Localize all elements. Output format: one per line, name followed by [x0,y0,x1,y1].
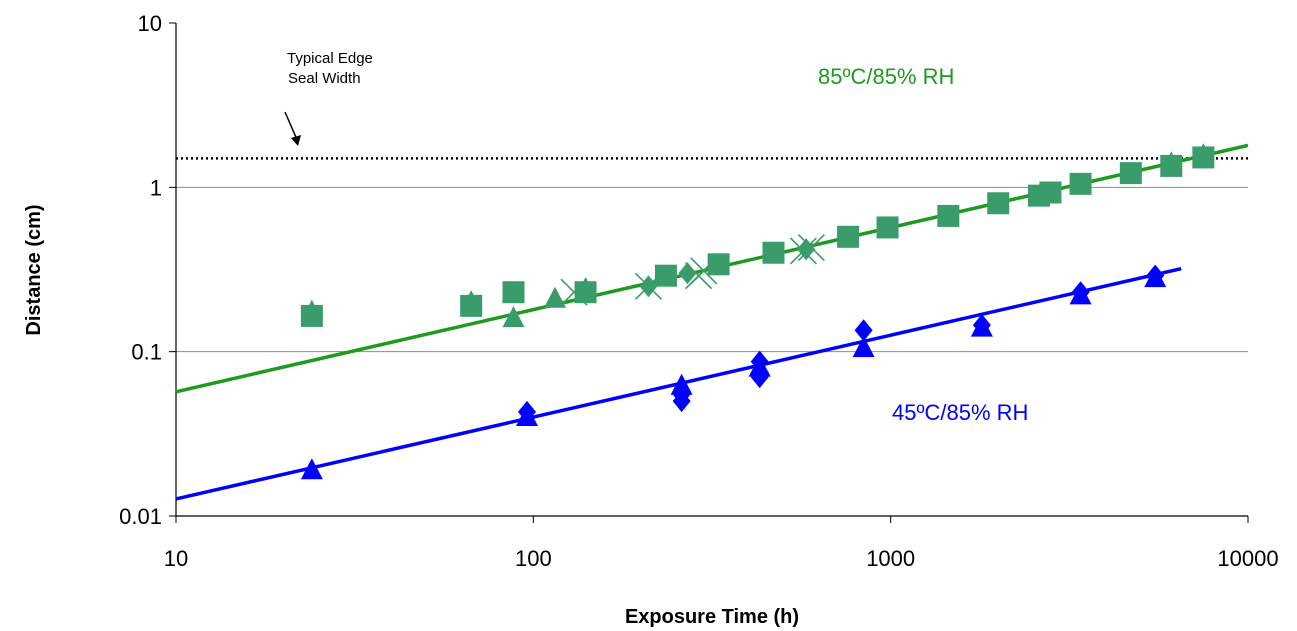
point-85c-x [560,278,588,306]
x-axis-title: Exposure Time (h) [625,606,799,628]
fit-lines [175,143,1249,501]
reference-label-line1: Typical Edge [287,50,373,67]
y-tick-label: 10 [138,11,162,36]
point-85c-square [876,216,899,239]
point-85c-square [1039,181,1062,204]
point-85c-triangle [574,277,597,299]
point-85c-square [937,204,960,227]
data-points [300,143,1215,480]
y-tick-label: 0.1 [131,340,162,365]
point-85c-triangle [1192,143,1215,165]
point-85c-square [707,253,730,276]
point-85c-triangle [460,290,483,312]
point-45c-triangle [852,336,875,358]
point-45c-triangle [300,458,323,480]
annotations: Typical Edge Seal Width 85ºC/85% RH 45ºC… [284,50,1028,425]
point-85c-square [1119,162,1142,185]
point-85c-diamond [639,275,658,298]
x-tick-label: 100 [515,546,552,571]
y-tick-label: 0.01 [119,504,162,529]
point-85c-diamond [797,238,816,261]
point-85c-triangle [1160,151,1183,173]
reference-label-line2: Seal Width [288,70,361,87]
point-45c-triangle [970,315,993,337]
y-axis-title: Distance (cm) [23,204,45,335]
point-85c-triangle [300,299,323,321]
point-45c-triangle [748,355,771,377]
x-tick-label: 10000 [1217,546,1278,571]
point-85c-square [762,241,785,264]
x-tick-label: 10 [164,546,188,571]
point-45c-diamond [854,319,873,342]
tick-labels: 0.01 0.1 1 10 10 100 1000 10000 [119,11,1278,571]
point-85c-diamond [678,262,697,285]
point-45c-triangle [515,405,538,427]
point-85c-square [987,192,1010,215]
point-85c-square [654,264,677,287]
reference-arrow [284,111,301,146]
annotation-85c: 85ºC/85% RH [818,64,954,89]
axes [175,23,1248,517]
point-45c-triangle [1144,266,1167,288]
annotation-45c: 45ºC/85% RH [892,400,1028,425]
point-85c-x [690,257,718,285]
point-85c-square [1069,172,1092,195]
x-tick-label: 1000 [866,546,915,571]
point-45c-triangle [670,373,693,395]
point-85c-triangle [502,306,525,328]
y-tick-label: 1 [150,175,162,200]
point-45c-triangle [1069,283,1092,305]
point-85c-triangle [544,286,567,308]
point-85c-square [837,225,860,248]
point-85c-square [502,281,525,304]
